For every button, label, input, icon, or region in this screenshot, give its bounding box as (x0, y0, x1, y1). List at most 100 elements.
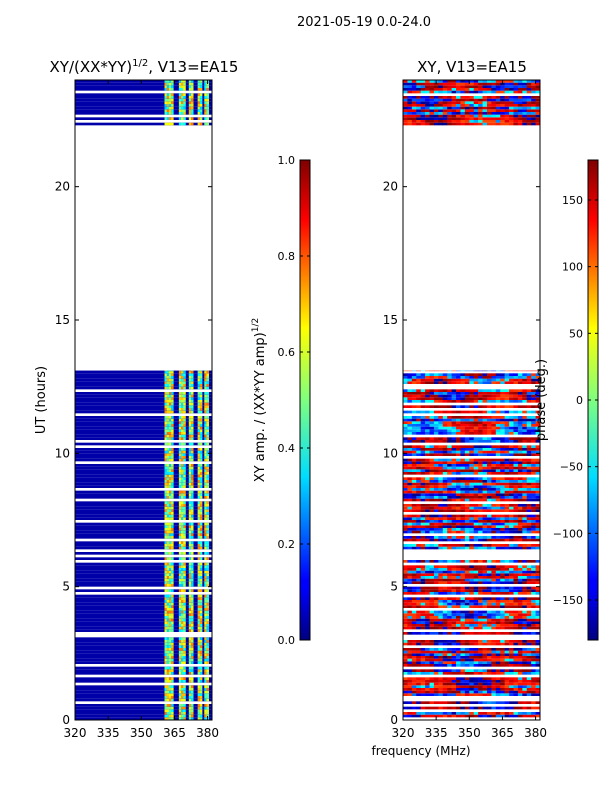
phase-cell (473, 624, 479, 627)
amplitude-cell (191, 626, 194, 630)
phase-cell (447, 586, 452, 590)
amplitude-cell (168, 506, 172, 510)
phase-cell (442, 712, 448, 715)
phase-cell (429, 437, 435, 440)
amplitude-cell-row (75, 704, 212, 707)
phase-cell (535, 520, 540, 523)
phase-cell (429, 389, 435, 392)
phase-cell (429, 453, 435, 456)
amplitude-cell (197, 594, 201, 598)
phase-cell (407, 389, 413, 392)
amplitude-cell (183, 656, 186, 659)
amplitude-cell (168, 480, 172, 483)
phase-cell (411, 586, 417, 590)
amplitude-cell (171, 434, 174, 438)
phase-cell (491, 440, 497, 443)
phase-cell (504, 613, 510, 616)
amplitude-cell (171, 397, 174, 400)
phase-cell (513, 490, 519, 494)
phase-cell (416, 520, 421, 523)
amplitude-cell (204, 509, 207, 512)
amplitude-cell (178, 400, 182, 403)
phase-cell (491, 429, 497, 432)
amplitude-cell (183, 429, 186, 432)
amplitude-cell (197, 709, 201, 712)
phase-cell (464, 658, 470, 662)
amplitude-cell (166, 530, 170, 534)
amplitude-cell (199, 546, 203, 550)
amplitude-cell (183, 101, 186, 104)
phase-cell (420, 701, 426, 704)
amplitude-cell (171, 122, 174, 126)
phase-cell (451, 410, 457, 414)
amplitude-cell (171, 392, 174, 395)
phase-cell (517, 397, 523, 400)
phase-cell (478, 464, 483, 467)
amplitude-cell (171, 405, 174, 408)
amplitude-cell (183, 96, 186, 99)
phase-cell (504, 464, 510, 467)
phase-cell (531, 466, 536, 470)
amplitude-cell (188, 402, 192, 406)
phase-cell (460, 525, 466, 528)
amplitude-cell (166, 378, 170, 382)
phase-cell (407, 373, 413, 376)
phase-cell (517, 440, 523, 443)
amplitude-cell (164, 442, 168, 446)
phase-cell (469, 600, 475, 603)
phase-cell (411, 544, 417, 547)
amplitude-cell (178, 698, 182, 702)
amplitude-cell (204, 712, 207, 715)
amplitude-cell (191, 109, 194, 112)
amplitude-cell (171, 706, 174, 710)
amplitude-cell (204, 517, 207, 520)
phase-cell (456, 472, 461, 475)
amplitude-cell (168, 690, 172, 694)
phase-cell (464, 565, 470, 568)
phase-cell (420, 376, 426, 379)
amplitude-cell (191, 621, 194, 624)
amplitude-xtick-label: 380 (196, 726, 219, 740)
phase-cell (456, 626, 461, 630)
phase-cell (486, 376, 492, 379)
phase-cell (531, 693, 536, 696)
amplitude-cell (204, 605, 207, 608)
phase-cell (464, 472, 470, 475)
amplitude-cell-row (75, 386, 212, 390)
phase-cell (500, 410, 505, 414)
phase-cell (407, 613, 413, 616)
phase-cell (526, 528, 532, 531)
phase-cell (451, 672, 457, 675)
phase-cell (425, 389, 430, 392)
phase-cell (500, 120, 505, 123)
amplitude-cell (178, 562, 182, 566)
amplitude-cell (191, 469, 194, 472)
phase-cell (486, 669, 492, 672)
phase-cell (491, 570, 497, 574)
phase-cell (517, 493, 523, 496)
phase-cell (473, 493, 479, 496)
phase-cell (403, 592, 408, 595)
phase-cell (425, 621, 430, 624)
phase-cell (411, 120, 417, 123)
phase-cell (486, 648, 492, 651)
amplitude-cell (178, 610, 182, 614)
phase-cell (526, 714, 532, 718)
phase-cell (526, 493, 532, 496)
phase-cell (517, 618, 523, 622)
phase-cell (403, 488, 408, 491)
phase-cell (442, 120, 448, 123)
phase-cell (522, 701, 528, 704)
amplitude-cell (204, 512, 207, 515)
phase-cell (478, 544, 483, 547)
phase-cell (526, 677, 532, 680)
amplitude-cell (164, 418, 168, 422)
phase-cell (420, 640, 426, 643)
amplitude-cell (166, 698, 170, 702)
amplitude-cell (188, 98, 192, 102)
amplitude-cell (181, 434, 184, 438)
phase-cell (495, 672, 501, 675)
phase-cell (451, 472, 457, 475)
phase-cell (403, 650, 408, 654)
phase-cell (509, 496, 514, 499)
